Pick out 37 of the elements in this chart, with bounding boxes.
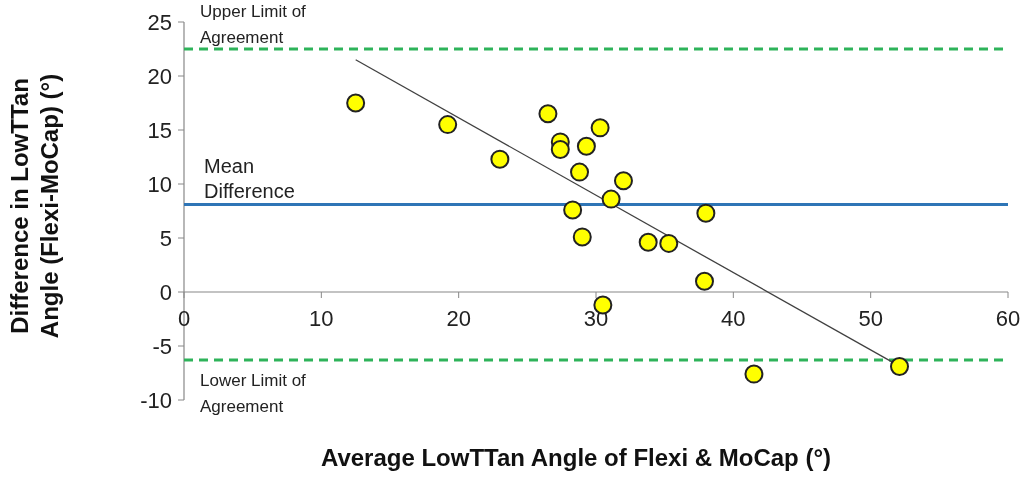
ref-line-label: Upper Limit of Agreement [200, 2, 307, 47]
point [563, 200, 583, 220]
point [538, 104, 558, 124]
y-tick-label: 15 [147, 117, 172, 143]
ref-line-label: Mean Difference [204, 154, 295, 202]
point [601, 189, 621, 209]
point [550, 139, 570, 159]
ref-line-label: Lower Limit of Agreement [200, 371, 307, 417]
y-tick-label: -10 [140, 387, 172, 413]
x-tick-label: 20 [446, 306, 471, 331]
point [572, 227, 592, 247]
y-tick-label: 5 [159, 225, 172, 251]
point [590, 118, 610, 138]
x-axis-title: Average LowTTan Angle of Flexi & MoCap (°) [320, 444, 832, 471]
point [659, 233, 679, 253]
y-tick-label: 0 [159, 279, 172, 305]
y-tick-label: 25 [147, 9, 172, 35]
point [696, 203, 716, 223]
x-tick-label: 60 [995, 306, 1021, 331]
x-tick-label: 40 [721, 306, 746, 331]
y-axis-title: Difference in LowTTan Angle (Flexi-MoCap) (°) [6, 73, 63, 339]
x-tick-label: 0 [177, 306, 191, 331]
point [744, 364, 764, 384]
x-tick-label: 10 [309, 306, 334, 331]
y-tick-label: 20 [147, 63, 172, 89]
point [346, 93, 366, 113]
y-tick-label: 10 [147, 171, 172, 197]
point [890, 357, 910, 377]
point [638, 232, 658, 252]
point [570, 162, 590, 182]
point [438, 115, 458, 135]
x-tick-label: 50 [858, 306, 883, 331]
point [694, 271, 714, 291]
point [613, 171, 633, 191]
point [490, 149, 510, 169]
y-tick-label: -5 [152, 333, 172, 359]
point [576, 136, 596, 156]
